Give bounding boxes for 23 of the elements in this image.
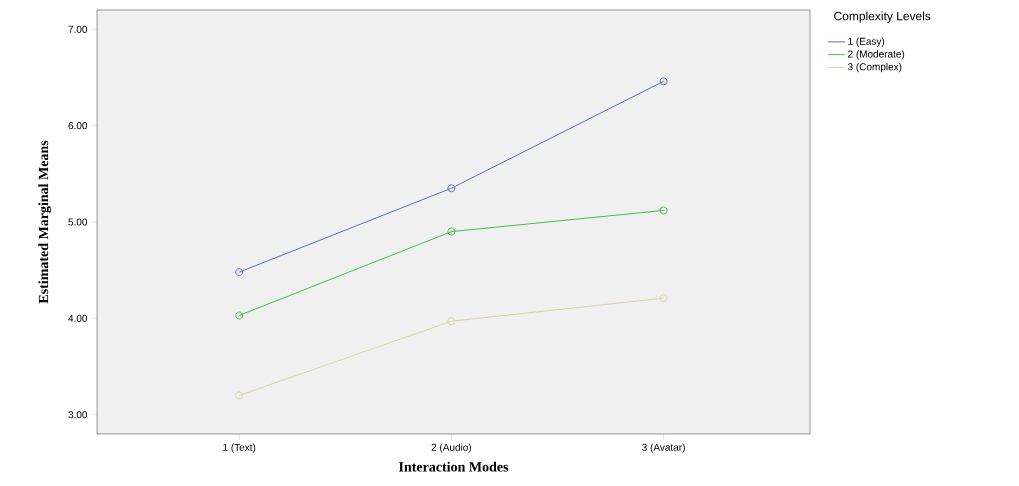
y-tick-label: 5.00 <box>68 218 88 226</box>
legend-label: 1 (Easy) <box>848 37 885 47</box>
point <box>235 268 244 277</box>
x-tick-label: 3 (Avatar) <box>642 443 685 453</box>
y-axis-title: Estimated Marginal Means <box>38 140 52 304</box>
y-tick-label: 3.00 <box>68 411 88 419</box>
point <box>447 184 456 193</box>
point <box>235 391 244 400</box>
y-tick-label: 7.00 <box>68 25 88 33</box>
point <box>659 294 668 303</box>
legend-title: Complexity Levels <box>834 11 931 23</box>
x-axis-title: Interaction Modes <box>398 461 509 472</box>
point <box>447 317 456 326</box>
x-tick-label: 1 (Text) <box>223 443 256 453</box>
point <box>235 311 244 320</box>
point <box>659 77 668 86</box>
point <box>659 206 668 215</box>
y-tick-label: 4.00 <box>68 314 88 322</box>
point <box>447 227 456 236</box>
y-tick-label: 6.00 <box>68 122 88 130</box>
legend-label: 3 (Complex) <box>847 63 902 73</box>
legend-label: 2 (Moderate) <box>848 50 905 60</box>
x-tick-label: 2 (Audio) <box>431 443 472 453</box>
